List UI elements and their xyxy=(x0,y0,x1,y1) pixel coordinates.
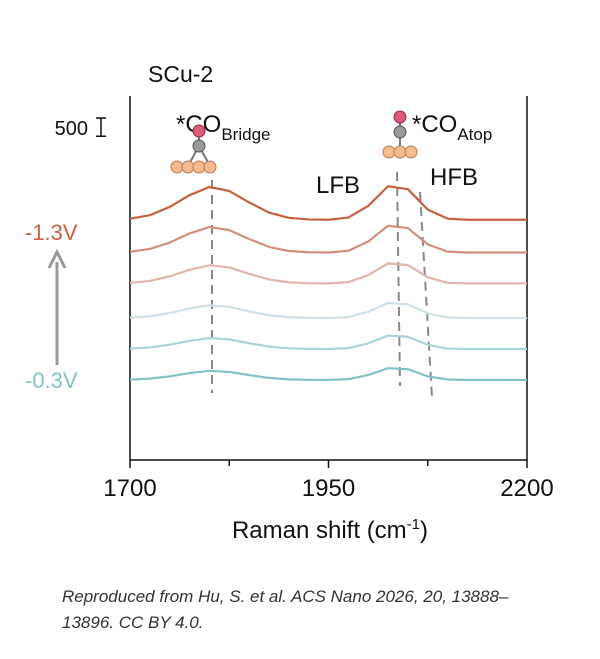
spectrum-line xyxy=(129,334,527,351)
annotation: HFB xyxy=(430,164,478,191)
x-tick-label: 2200 xyxy=(500,475,553,502)
scale-bar-label: 500 xyxy=(55,118,88,140)
bottom-label: -0.3V xyxy=(25,368,78,393)
spectrum-line xyxy=(129,185,527,221)
x-tick-label: 1700 xyxy=(103,475,156,502)
annotation: *COAtop xyxy=(412,111,492,144)
molecule-atop xyxy=(382,110,418,159)
axis-frame xyxy=(129,96,528,461)
chart-title: SCu-2 xyxy=(148,61,213,87)
spectrum-line xyxy=(129,262,527,285)
top-label: -1.3V xyxy=(25,220,78,245)
scale-bar xyxy=(96,117,106,137)
chart: SCu-2 -1.3V -0.3V 500 *COBridge *COAtop … xyxy=(25,61,554,544)
molecule-bridge xyxy=(170,124,217,174)
annotation: *COBridge xyxy=(176,111,270,144)
spectrum-line xyxy=(129,367,527,382)
spectrum-line xyxy=(129,224,527,254)
arrow-head xyxy=(47,248,67,269)
caption: Reproduced from Hu, S. et al. ACS Nano 2… xyxy=(62,587,509,632)
spectrum-line xyxy=(129,301,527,320)
peak-guides xyxy=(211,171,433,399)
annotation: LFB xyxy=(316,172,360,199)
x-axis-label: Raman shift (cm-1) xyxy=(232,516,428,544)
x-tick-label: 1950 xyxy=(302,475,355,502)
